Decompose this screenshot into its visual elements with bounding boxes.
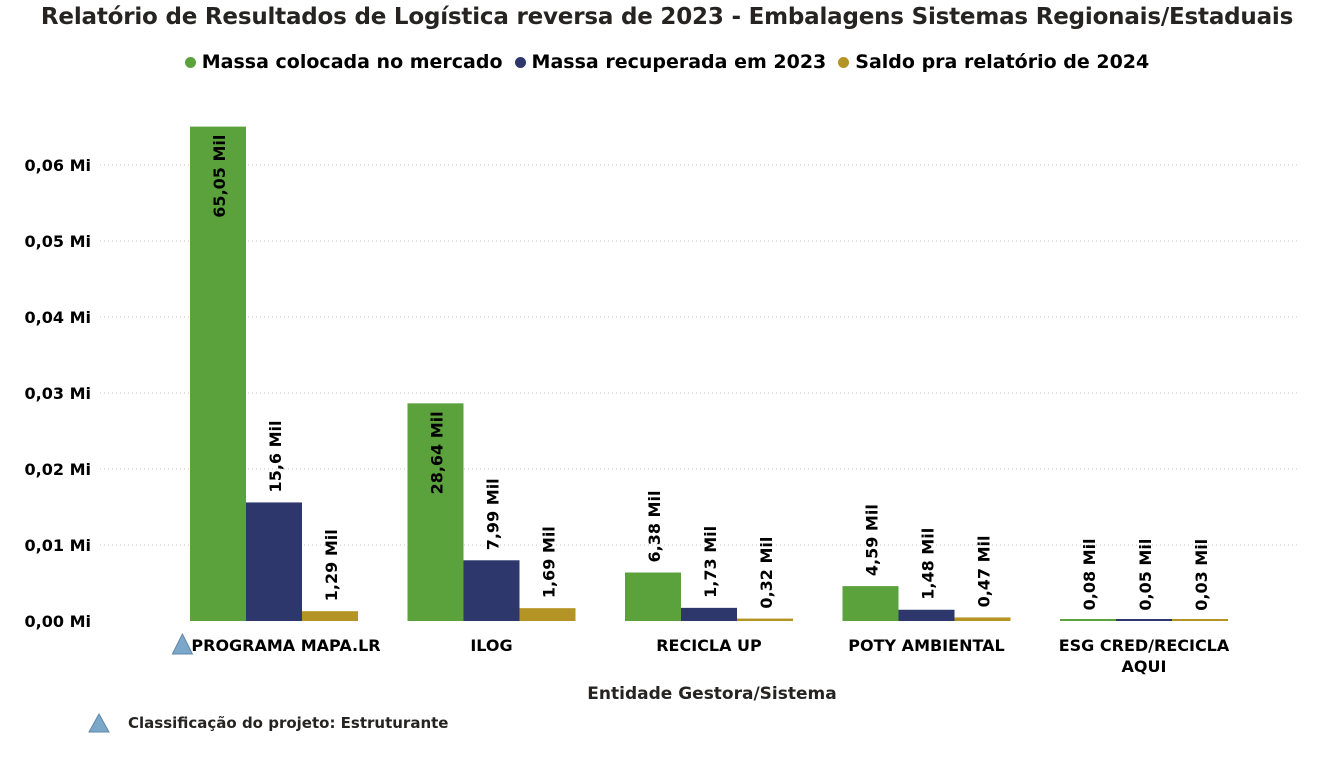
x-tick-label: ESG CRED/RECICLA: [1059, 636, 1230, 655]
y-tick-label: 0,00 Mi: [25, 612, 91, 631]
bar: [1060, 619, 1116, 621]
triangle-icon: [88, 713, 110, 733]
legend: Massa colocada no mercado Massa recuperad…: [0, 51, 1334, 73]
classification-label: Classificação do projeto: Estruturante: [128, 714, 449, 732]
bar: [1172, 619, 1228, 621]
bar: [190, 126, 246, 622]
x-tick-label: POTY AMBIENTAL: [848, 636, 1004, 655]
x-tick-label: AQUI: [1122, 657, 1167, 676]
legend-item[interactable]: Massa colocada no mercado: [184, 51, 503, 73]
x-tick-label: ILOG: [470, 636, 512, 655]
legend-label: Saldo pra relatório de 2024: [855, 51, 1150, 73]
data-label: 0,05 Mil: [1136, 539, 1155, 611]
bar: [519, 608, 576, 621]
data-label: 4,59 Mil: [863, 504, 882, 576]
bar: [842, 586, 899, 621]
legend-item[interactable]: Massa recuperada em 2023: [514, 51, 827, 73]
data-label: 0,08 Mil: [1080, 538, 1099, 610]
bar: [625, 572, 681, 621]
triangle-icon: [171, 632, 194, 655]
data-label: 28,64 Mil: [428, 411, 447, 494]
y-tick-label: 0,02 Mi: [25, 460, 91, 479]
data-label: 0,47 Mil: [975, 535, 994, 607]
data-label: 15,6 Mil: [266, 421, 285, 493]
legend-dot: [184, 56, 196, 68]
bar: [1116, 619, 1172, 621]
y-tick-label: 0,05 Mi: [25, 232, 91, 251]
classification-note: Classificação do projeto: Estruturante: [88, 713, 448, 733]
legend-dot: [514, 56, 526, 68]
x-tick-label: PROGRAMA MAPA.LR: [191, 636, 380, 655]
bar: [898, 609, 955, 621]
legend-item[interactable]: Saldo pra relatório de 2024: [838, 51, 1149, 73]
chart-title: Relatório de Resultados de Logística rev…: [40, 4, 1294, 30]
data-label: 1,73 Mil: [701, 526, 720, 598]
data-label: 0,03 Mil: [1192, 539, 1211, 611]
x-tick-label: RECICLA UP: [656, 636, 762, 655]
data-label: 7,99 Mil: [484, 478, 503, 550]
bar: [954, 617, 1011, 621]
bar: [737, 618, 793, 621]
data-label: 65,05 Mil: [210, 135, 229, 218]
data-label: 1,48 Mil: [919, 528, 938, 600]
y-tick-label: 0,03 Mi: [25, 384, 91, 403]
bar: [246, 502, 302, 621]
legend-label: Massa colocada no mercado: [201, 51, 503, 73]
bar: [407, 403, 464, 621]
bar: [681, 607, 737, 621]
y-tick-label: 0,06 Mi: [25, 156, 91, 175]
legend-label: Massa recuperada em 2023: [531, 51, 827, 73]
data-label: 0,32 Mil: [757, 537, 776, 609]
data-label: 1,69 Mil: [540, 526, 559, 598]
x-axis-title: Entidade Gestora/Sistema: [587, 684, 836, 704]
y-tick-label: 0,04 Mi: [25, 308, 91, 327]
y-tick-label: 0,01 Mi: [25, 536, 91, 555]
data-label: 6,38 Mil: [645, 491, 664, 563]
legend-dot: [838, 56, 850, 68]
bar: [463, 560, 520, 621]
data-label: 1,29 Mil: [322, 529, 341, 601]
bar: [302, 611, 358, 621]
